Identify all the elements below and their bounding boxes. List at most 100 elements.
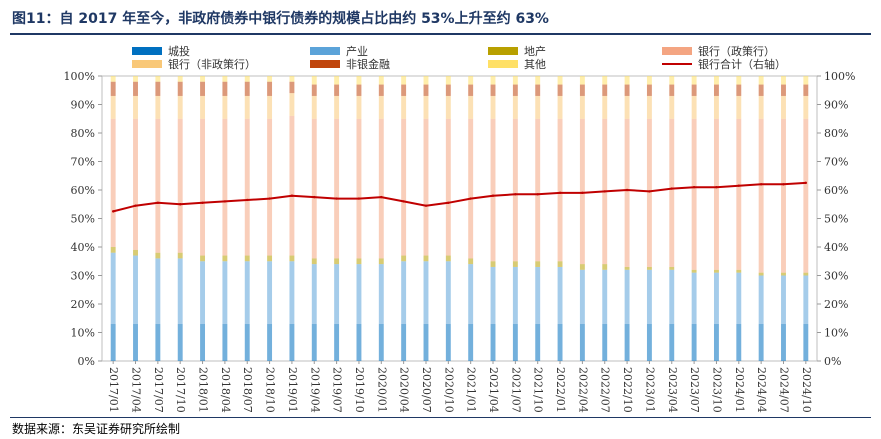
bar-segment-2 <box>758 272 764 276</box>
bar-segment-0 <box>669 323 675 361</box>
line-point <box>424 204 428 207</box>
y-right-tick-label: 0% <box>824 355 841 368</box>
line-point <box>201 201 204 205</box>
bar-segment-3 <box>244 118 250 256</box>
chart-title: 图11：自 2017 年至今，非政府债券中银行债券的规模占比由约 53%上升至约… <box>12 11 549 27</box>
bar-segment-4 <box>691 95 697 119</box>
bar-segment-0 <box>758 323 764 361</box>
bar-segment-2 <box>267 255 273 262</box>
bar-segment-2 <box>736 269 742 273</box>
bar-segment-5 <box>557 84 563 96</box>
bar-segment-1 <box>155 258 161 324</box>
x-tick-label: 2023/07 <box>688 367 701 413</box>
bar-segment-1 <box>222 261 228 324</box>
bar-segment-5 <box>781 84 786 96</box>
x-tick-label: 2018/01 <box>197 367 210 413</box>
legend-label-4: 银行（非政策行） <box>168 57 256 71</box>
line-point <box>156 201 160 205</box>
bar-segment-5 <box>289 81 295 94</box>
line-point <box>648 190 651 193</box>
bar-segment-4 <box>713 95 719 119</box>
bar-segment-0 <box>401 323 407 361</box>
bar-segment-4 <box>602 95 608 119</box>
bar-segment-4 <box>110 95 116 119</box>
bar-segment-4 <box>669 95 675 119</box>
bar-segment-6 <box>244 76 250 82</box>
bar-segment-4 <box>177 95 183 119</box>
bar-segment-5 <box>423 84 429 96</box>
bar-segment-3 <box>311 118 317 259</box>
line-point <box>134 204 137 207</box>
bar-segment-6 <box>512 76 518 85</box>
x-tick-label: 2022/01 <box>554 367 567 413</box>
x-tick-label: 2019/10 <box>353 367 366 413</box>
legend-swatch-5 <box>310 60 340 68</box>
x-tick-label: 2020/07 <box>420 367 433 413</box>
bar-segment-5 <box>155 81 161 96</box>
line-point <box>223 200 227 203</box>
x-tick-label: 2019/07 <box>331 367 344 413</box>
bar-segment-0 <box>356 323 362 361</box>
bar-segment-5 <box>490 84 496 96</box>
bar-segment-3 <box>736 118 742 270</box>
line-point <box>380 195 383 199</box>
bar-segment-1 <box>557 266 563 324</box>
bar-segment-1 <box>512 266 518 324</box>
bar-segment-4 <box>155 95 161 119</box>
bar-segment-6 <box>691 76 697 85</box>
line-point <box>625 188 629 192</box>
bar-segment-3 <box>781 118 786 273</box>
bar-segment-2 <box>624 266 630 270</box>
bar-segment-5 <box>512 84 518 96</box>
bar-segment-2 <box>289 255 295 262</box>
line-point <box>715 185 718 189</box>
bar-segment-6 <box>803 76 809 85</box>
y-right-tick-label: 80% <box>824 127 848 140</box>
bar-segment-3 <box>758 118 764 273</box>
y-right-tick-label: 70% <box>824 156 848 169</box>
legend-swatch-6 <box>488 60 518 68</box>
bar-segment-2 <box>423 255 429 262</box>
y-left-tick-label: 40% <box>71 241 95 254</box>
x-tick-label: 2019/01 <box>286 367 299 413</box>
x-tick-label: 2021/01 <box>465 367 478 413</box>
bar-segment-5 <box>736 84 742 96</box>
bar-segment-6 <box>334 76 340 85</box>
bar-segment-0 <box>177 323 183 361</box>
bar-segment-2 <box>311 258 317 265</box>
bar-segment-5 <box>691 84 697 96</box>
bar-segment-3 <box>267 118 273 256</box>
bar-segment-2 <box>512 261 518 267</box>
bar-segment-6 <box>535 76 541 85</box>
bar-segment-3 <box>713 118 719 270</box>
bar-segment-2 <box>669 266 675 270</box>
y-left-tick-label: 30% <box>71 270 95 283</box>
bar-segment-1 <box>356 264 362 324</box>
x-tick-label: 2017/04 <box>130 367 143 413</box>
bar-segment-4 <box>803 95 809 119</box>
x-tick-label: 2018/10 <box>264 367 277 413</box>
bar-segment-0 <box>803 323 809 361</box>
bar-segment-0 <box>244 323 250 361</box>
legend-swatch-3 <box>662 47 692 55</box>
bar-segment-0 <box>334 323 340 361</box>
y-left-tick-label: 90% <box>71 99 95 112</box>
bar-segment-2 <box>602 264 608 270</box>
bar-segment-1 <box>579 269 585 324</box>
bar-segment-3 <box>535 118 541 262</box>
bar-segment-3 <box>378 118 384 259</box>
bar-segment-4 <box>378 95 384 119</box>
y-right-tick-label: 30% <box>824 270 848 283</box>
x-tick-label: 2017/07 <box>152 367 165 413</box>
x-tick-label: 2022/10 <box>621 367 634 413</box>
x-tick-label: 2017/10 <box>174 367 187 413</box>
bar-segment-6 <box>155 76 161 82</box>
source-note: 数据来源：东吴证券研究所绘制 <box>12 422 181 436</box>
y-right-tick-label: 90% <box>824 99 848 112</box>
y-left-tick-label: 100% <box>64 70 95 83</box>
bar-segment-2 <box>557 261 563 267</box>
bar-segment-1 <box>311 264 317 324</box>
bar-segment-3 <box>490 118 496 262</box>
bar-segment-3 <box>579 118 585 265</box>
bar-segment-3 <box>177 118 183 253</box>
